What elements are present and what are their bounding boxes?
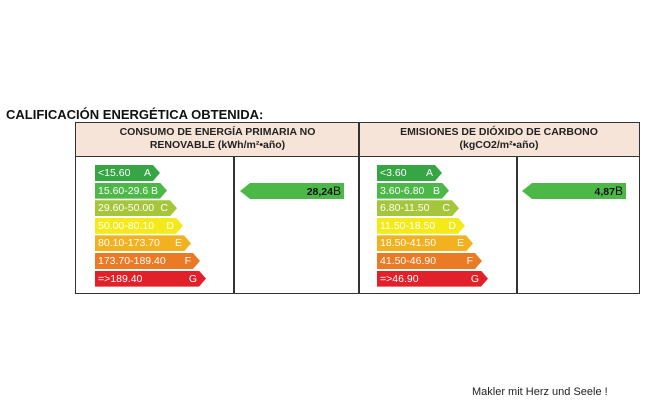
consumption-header-line1: CONSUMO DE ENERGÍA PRIMARIA NO bbox=[119, 126, 316, 138]
obtained-letter: B bbox=[332, 184, 341, 198]
rating-letter: F bbox=[184, 255, 191, 267]
rating-letter: E bbox=[456, 237, 464, 250]
emissions-header: EMISIONES DE DIÓXIDO DE CARBONO (kgCO2/m… bbox=[359, 123, 639, 157]
rating-bar-f: 41.50-46.90 F bbox=[377, 253, 482, 269]
rating-letter: D bbox=[166, 219, 174, 232]
rating-bar-c: 29.60-50.00 C bbox=[95, 200, 177, 216]
rating-bar-b: 3.60-6.80 B bbox=[377, 183, 449, 199]
rating-range: 80.10-173.70 bbox=[98, 237, 160, 250]
rating-range: 3.60-6.80 bbox=[380, 184, 425, 197]
emissions-divider bbox=[516, 157, 518, 293]
rating-letter: C bbox=[160, 202, 168, 215]
rating-range: <3.60 bbox=[380, 167, 407, 179]
obtained-letter: B bbox=[614, 184, 623, 198]
rating-letter: A bbox=[425, 167, 433, 179]
consumption-divider bbox=[233, 157, 235, 293]
rating-bar-f: 173.70-189.40 F bbox=[95, 253, 200, 269]
rating-range: 50.00-80.10 bbox=[98, 219, 155, 232]
rating-letter: B bbox=[432, 184, 440, 197]
rating-range: <15.60 bbox=[98, 167, 131, 179]
rating-letter: D bbox=[448, 219, 456, 232]
rating-bar-d: 50.00-80.10 D bbox=[95, 218, 183, 234]
obtained-rating-arrow: 28,24B bbox=[240, 183, 344, 199]
rating-bar-e: 80.10-173.70 E bbox=[95, 235, 191, 251]
obtained-value: 4,87 bbox=[594, 186, 615, 198]
rating-bar-b: 15.60-29.6 B bbox=[95, 183, 167, 199]
rating-range: 41.50-46.90 bbox=[380, 255, 437, 267]
rating-range: 18.50-41.50 bbox=[380, 237, 437, 250]
emissions-header-line2: (kgCO2/m²•año) bbox=[459, 139, 539, 151]
emissions-header-line1: EMISIONES DE DIÓXIDO DE CARBONO bbox=[400, 126, 598, 138]
rating-letter: C bbox=[442, 202, 450, 215]
energy-rating-table: CONSUMO DE ENERGÍA PRIMARIA NO RENOVABLE… bbox=[75, 122, 640, 294]
rating-bar-d: 11.50-18.50 D bbox=[377, 218, 465, 234]
rating-range: 173.70-189.40 bbox=[98, 255, 166, 267]
rating-letter: B bbox=[150, 184, 158, 197]
rating-range: 15.60-29.6 bbox=[98, 184, 149, 197]
footer-slogan: Makler mit Herz und Seele ! bbox=[472, 386, 608, 398]
page-title: CALIFICACIÓN ENERGÉTICA OBTENIDA: bbox=[6, 107, 264, 122]
rating-letter: E bbox=[174, 237, 182, 250]
rating-range: 6.80-11.50 bbox=[380, 202, 430, 215]
rating-bar-g: =>46.90 G bbox=[377, 271, 488, 287]
rating-letter: G bbox=[188, 272, 197, 285]
rating-range: 29.60-50.00 bbox=[98, 202, 155, 215]
rating-bar-a: <3.60 A bbox=[377, 165, 442, 181]
rating-bar-e: 18.50-41.50 E bbox=[377, 235, 473, 251]
rating-bar-c: 6.80-11.50 C bbox=[377, 200, 459, 216]
obtained-rating-arrow: 4,87B bbox=[522, 183, 626, 199]
panel-divider bbox=[358, 123, 360, 293]
rating-letter: F bbox=[466, 255, 473, 267]
rating-range: =>189.40 bbox=[98, 272, 143, 285]
rating-letter: A bbox=[143, 167, 151, 179]
consumption-header: CONSUMO DE ENERGÍA PRIMARIA NO RENOVABLE… bbox=[76, 123, 359, 157]
obtained-value: 28,24 bbox=[306, 186, 333, 198]
rating-bar-a: <15.60 A bbox=[95, 165, 160, 181]
consumption-header-line2: RENOVABLE (kWh/m²•año) bbox=[149, 139, 286, 151]
rating-letter: G bbox=[470, 272, 479, 285]
rating-bar-g: =>189.40 G bbox=[95, 271, 206, 287]
rating-range: =>46.90 bbox=[380, 272, 419, 285]
rating-range: 11.50-18.50 bbox=[380, 219, 436, 232]
